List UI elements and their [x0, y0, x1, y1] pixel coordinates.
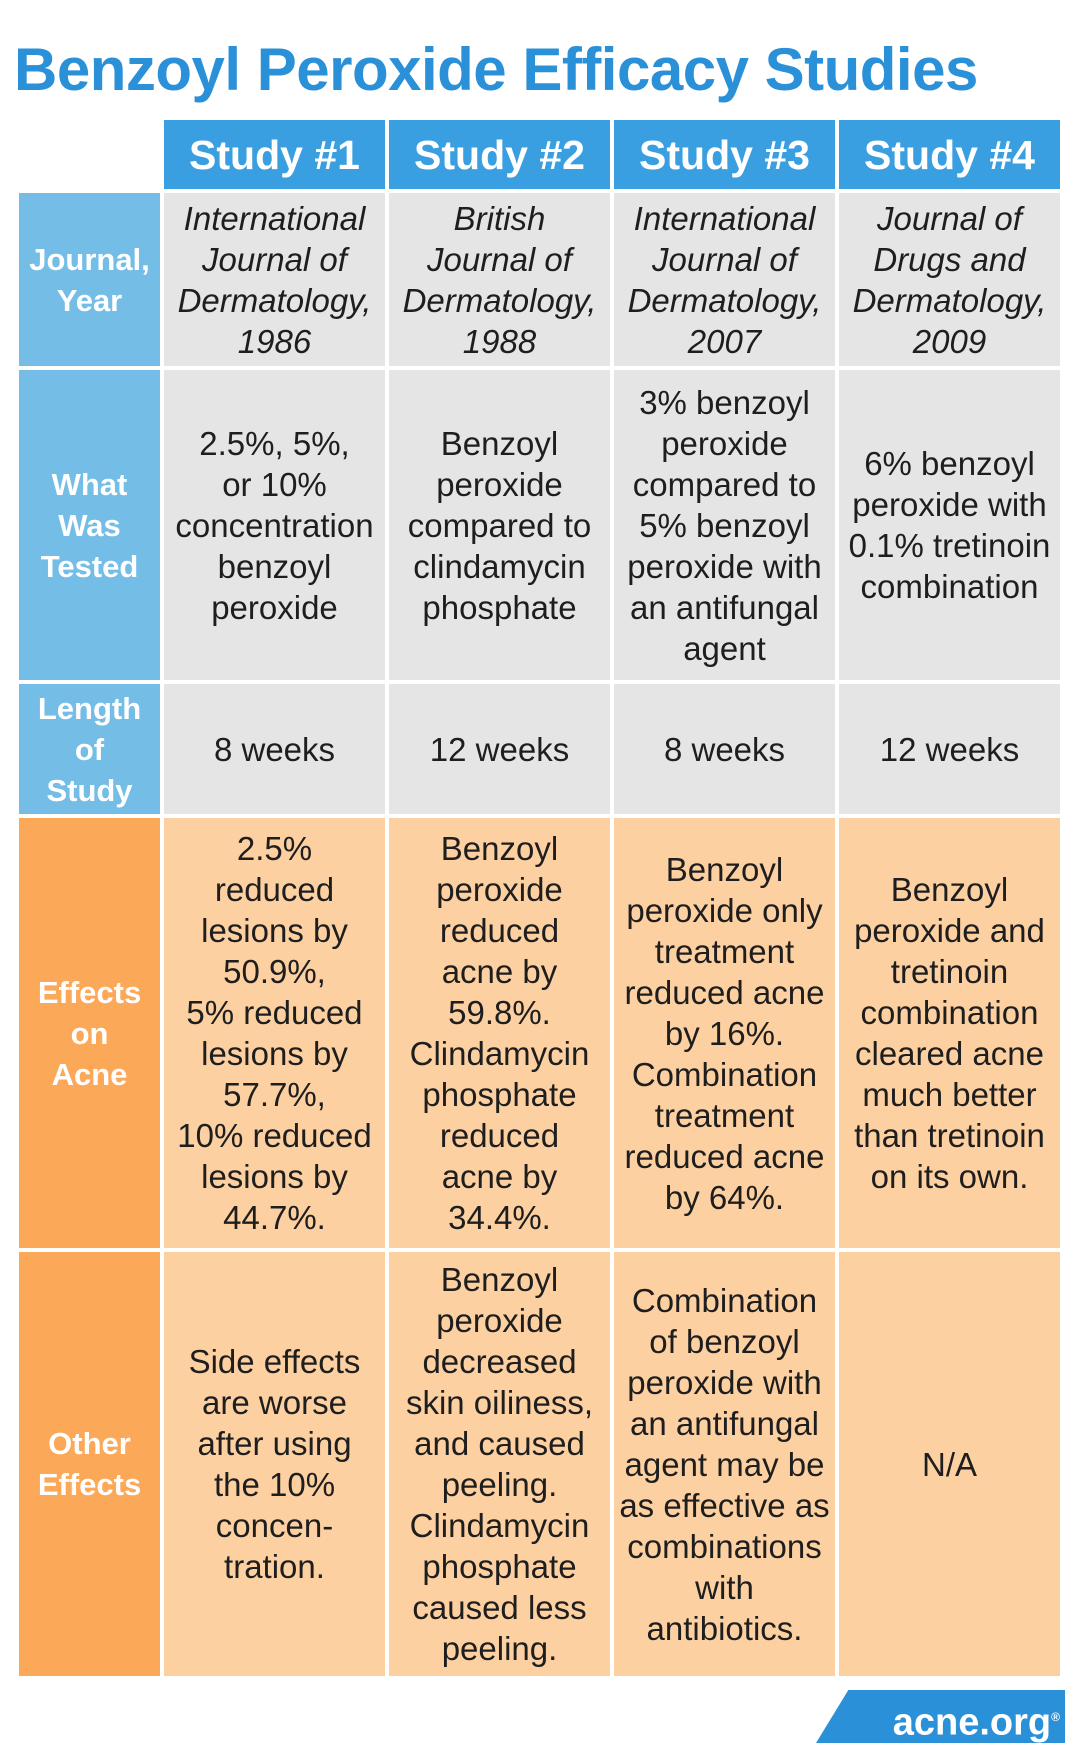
logo-text: acne.org — [892, 1701, 1052, 1744]
studies-table: Study #1 Study #2 Study #3 Study #4 Jour… — [19, 120, 1060, 1676]
table-corner — [19, 120, 160, 189]
page-title: Benzoyl Peroxide Efficacy Studies — [14, 36, 978, 103]
study-1-header: Study #1 — [164, 120, 385, 189]
study-4-header: Study #4 — [839, 120, 1060, 189]
logo-band — [816, 1690, 1065, 1743]
registered-mark: ® — [1051, 1710, 1060, 1724]
tested-cell-study-1: 2.5%, 5%, or 10% concentration benzoyl p… — [164, 370, 385, 680]
study-3-header: Study #3 — [614, 120, 835, 189]
length-cell-study-4: 12 weeks — [839, 684, 1060, 814]
effects-cell-study-2: Benzoyl peroxide reduced acne by 59.8%. … — [389, 818, 610, 1248]
row-label-length-of-study: Length of Study — [19, 684, 160, 814]
row-label-what-was-tested: What Was Tested — [19, 370, 160, 680]
other-effects-cell-study-2: Benzoyl peroxide decreased skin oiliness… — [389, 1252, 610, 1676]
length-cell-study-1: 8 weeks — [164, 684, 385, 814]
journal-cell-study-2: British Journal of Dermatology, 1988 — [389, 193, 610, 366]
row-label-effects-on-acne: Effects on Acne — [19, 818, 160, 1248]
effects-cell-study-4: Benzoyl peroxide and tretinoin combinati… — [839, 818, 1060, 1248]
other-effects-cell-study-3: Combination of benzoyl peroxide with an … — [614, 1252, 835, 1676]
length-cell-study-3: 8 weeks — [614, 684, 835, 814]
tested-cell-study-4: 6% benzoyl peroxide with 0.1% tretinoin … — [839, 370, 1060, 680]
journal-cell-study-4: Journal of Drugs and Dermatology, 2009 — [839, 193, 1060, 366]
effects-cell-study-1: 2.5% reduced lesions by 50.9%, 5% reduce… — [164, 818, 385, 1248]
other-effects-cell-study-1: Side effects are worse after using the 1… — [164, 1252, 385, 1676]
effects-cell-study-3: Benzoyl peroxide only treatment reduced … — [614, 818, 835, 1248]
tested-cell-study-3: 3% benzoyl peroxide compared to 5% benzo… — [614, 370, 835, 680]
journal-cell-study-1: International Journal of Dermatology, 19… — [164, 193, 385, 366]
row-label-journal-year: Journal, Year — [19, 193, 160, 366]
length-cell-study-2: 12 weeks — [389, 684, 610, 814]
journal-cell-study-3: International Journal of Dermatology, 20… — [614, 193, 835, 366]
study-2-header: Study #2 — [389, 120, 610, 189]
tested-cell-study-2: Benzoyl peroxide compared to clindamycin… — [389, 370, 610, 680]
acne-org-logo: acne.org® — [876, 1692, 1060, 1744]
row-label-other-effects: Other Effects — [19, 1252, 160, 1676]
other-effects-cell-study-4: N/A — [839, 1252, 1060, 1676]
